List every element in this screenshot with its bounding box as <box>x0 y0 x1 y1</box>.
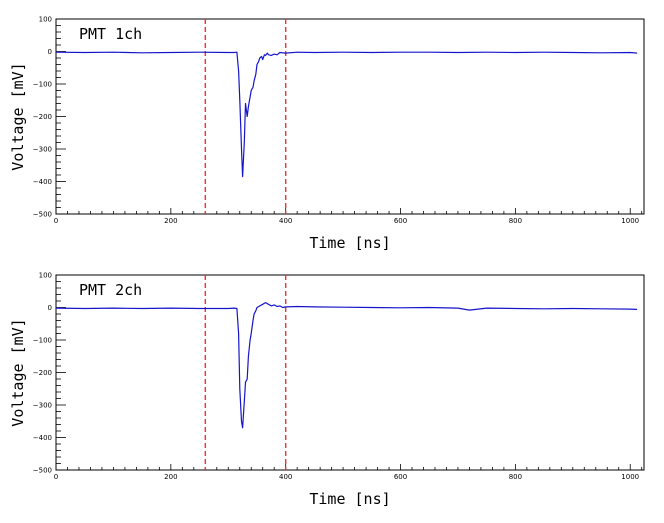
y-tick-label: −200 <box>33 113 52 121</box>
x-tick-label: 0 <box>54 217 58 225</box>
x-tick-label: 400 <box>279 473 292 481</box>
chart-panel-1: 0 200 400 600 800 10001000−100−200−300−400−50… <box>9 16 645 252</box>
x-tick-label: 400 <box>279 217 292 225</box>
y-tick-label: 0 <box>48 304 52 312</box>
y-tick-label: −500 <box>33 211 52 219</box>
y-tick-label: −400 <box>33 434 52 442</box>
y-tick-label: −100 <box>33 81 52 89</box>
y-axis-title: Voltage [mV] <box>9 318 27 426</box>
x-tick-label: 600 <box>394 217 407 225</box>
panel-title: PMT 2ch <box>79 281 142 299</box>
y-tick-label: −100 <box>33 337 52 345</box>
panel-title: PMT 1ch <box>79 25 142 43</box>
y-tick-label: −500 <box>33 467 52 475</box>
x-tick-label: 1000 <box>621 217 639 225</box>
x-tick-label: 200 <box>164 473 177 481</box>
y-tick-label: −400 <box>33 178 52 186</box>
x-tick-label: 800 <box>509 217 522 225</box>
x-tick-label: 200 <box>164 217 177 225</box>
x-tick-label: 600 <box>394 473 407 481</box>
y-axis-title: Voltage [mV] <box>9 62 27 170</box>
x-axis-title: Time [ns] <box>309 234 390 252</box>
waveform-line <box>55 51 638 178</box>
x-axis-title: Time [ns] <box>309 490 390 508</box>
x-tick-label: 0 <box>54 473 58 481</box>
chart-panel-2: 0 200 400 600 800 10001000−100−200−300−400−50… <box>9 272 645 508</box>
y-tick-label: 100 <box>39 16 52 24</box>
y-tick-label: −300 <box>33 402 52 410</box>
y-tick-label: 0 <box>48 48 52 56</box>
y-tick-label: 100 <box>39 272 52 280</box>
x-tick-label: 1000 <box>621 473 639 481</box>
x-tick-label: 800 <box>509 473 522 481</box>
y-tick-label: −300 <box>33 146 52 154</box>
y-tick-label: −200 <box>33 369 52 377</box>
waveform-line <box>55 302 638 429</box>
